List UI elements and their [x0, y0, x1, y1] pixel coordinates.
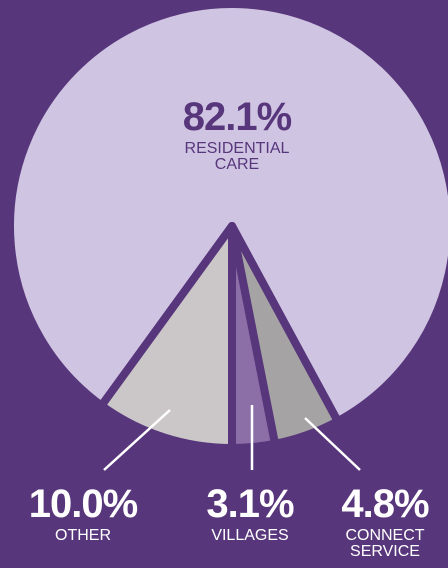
value-label: 82.1%: [182, 95, 292, 139]
leader-line: [304, 417, 361, 471]
pie-slice: [6, 0, 448, 426]
slice-label: 82.1% RESIDENTIAL CARE: [137, 97, 337, 173]
category-label: RESIDENTIAL CARE: [184, 140, 290, 173]
value-label: 4.8%: [341, 482, 429, 526]
pie-slice: [97, 222, 236, 452]
category-label: CONNECT SERVICE: [345, 527, 425, 560]
category-label: VILLAGES: [211, 527, 289, 544]
value-label: 10.0%: [28, 482, 138, 526]
slice-label: 3.1% VILLAGES: [190, 484, 310, 544]
value-label: 3.1%: [206, 482, 294, 526]
category-label: OTHER: [55, 527, 111, 544]
leader-line: [103, 409, 171, 471]
slice-label: 10.0% OTHER: [18, 484, 148, 544]
slice-label: 4.8% CONNECT SERVICE: [325, 484, 445, 560]
